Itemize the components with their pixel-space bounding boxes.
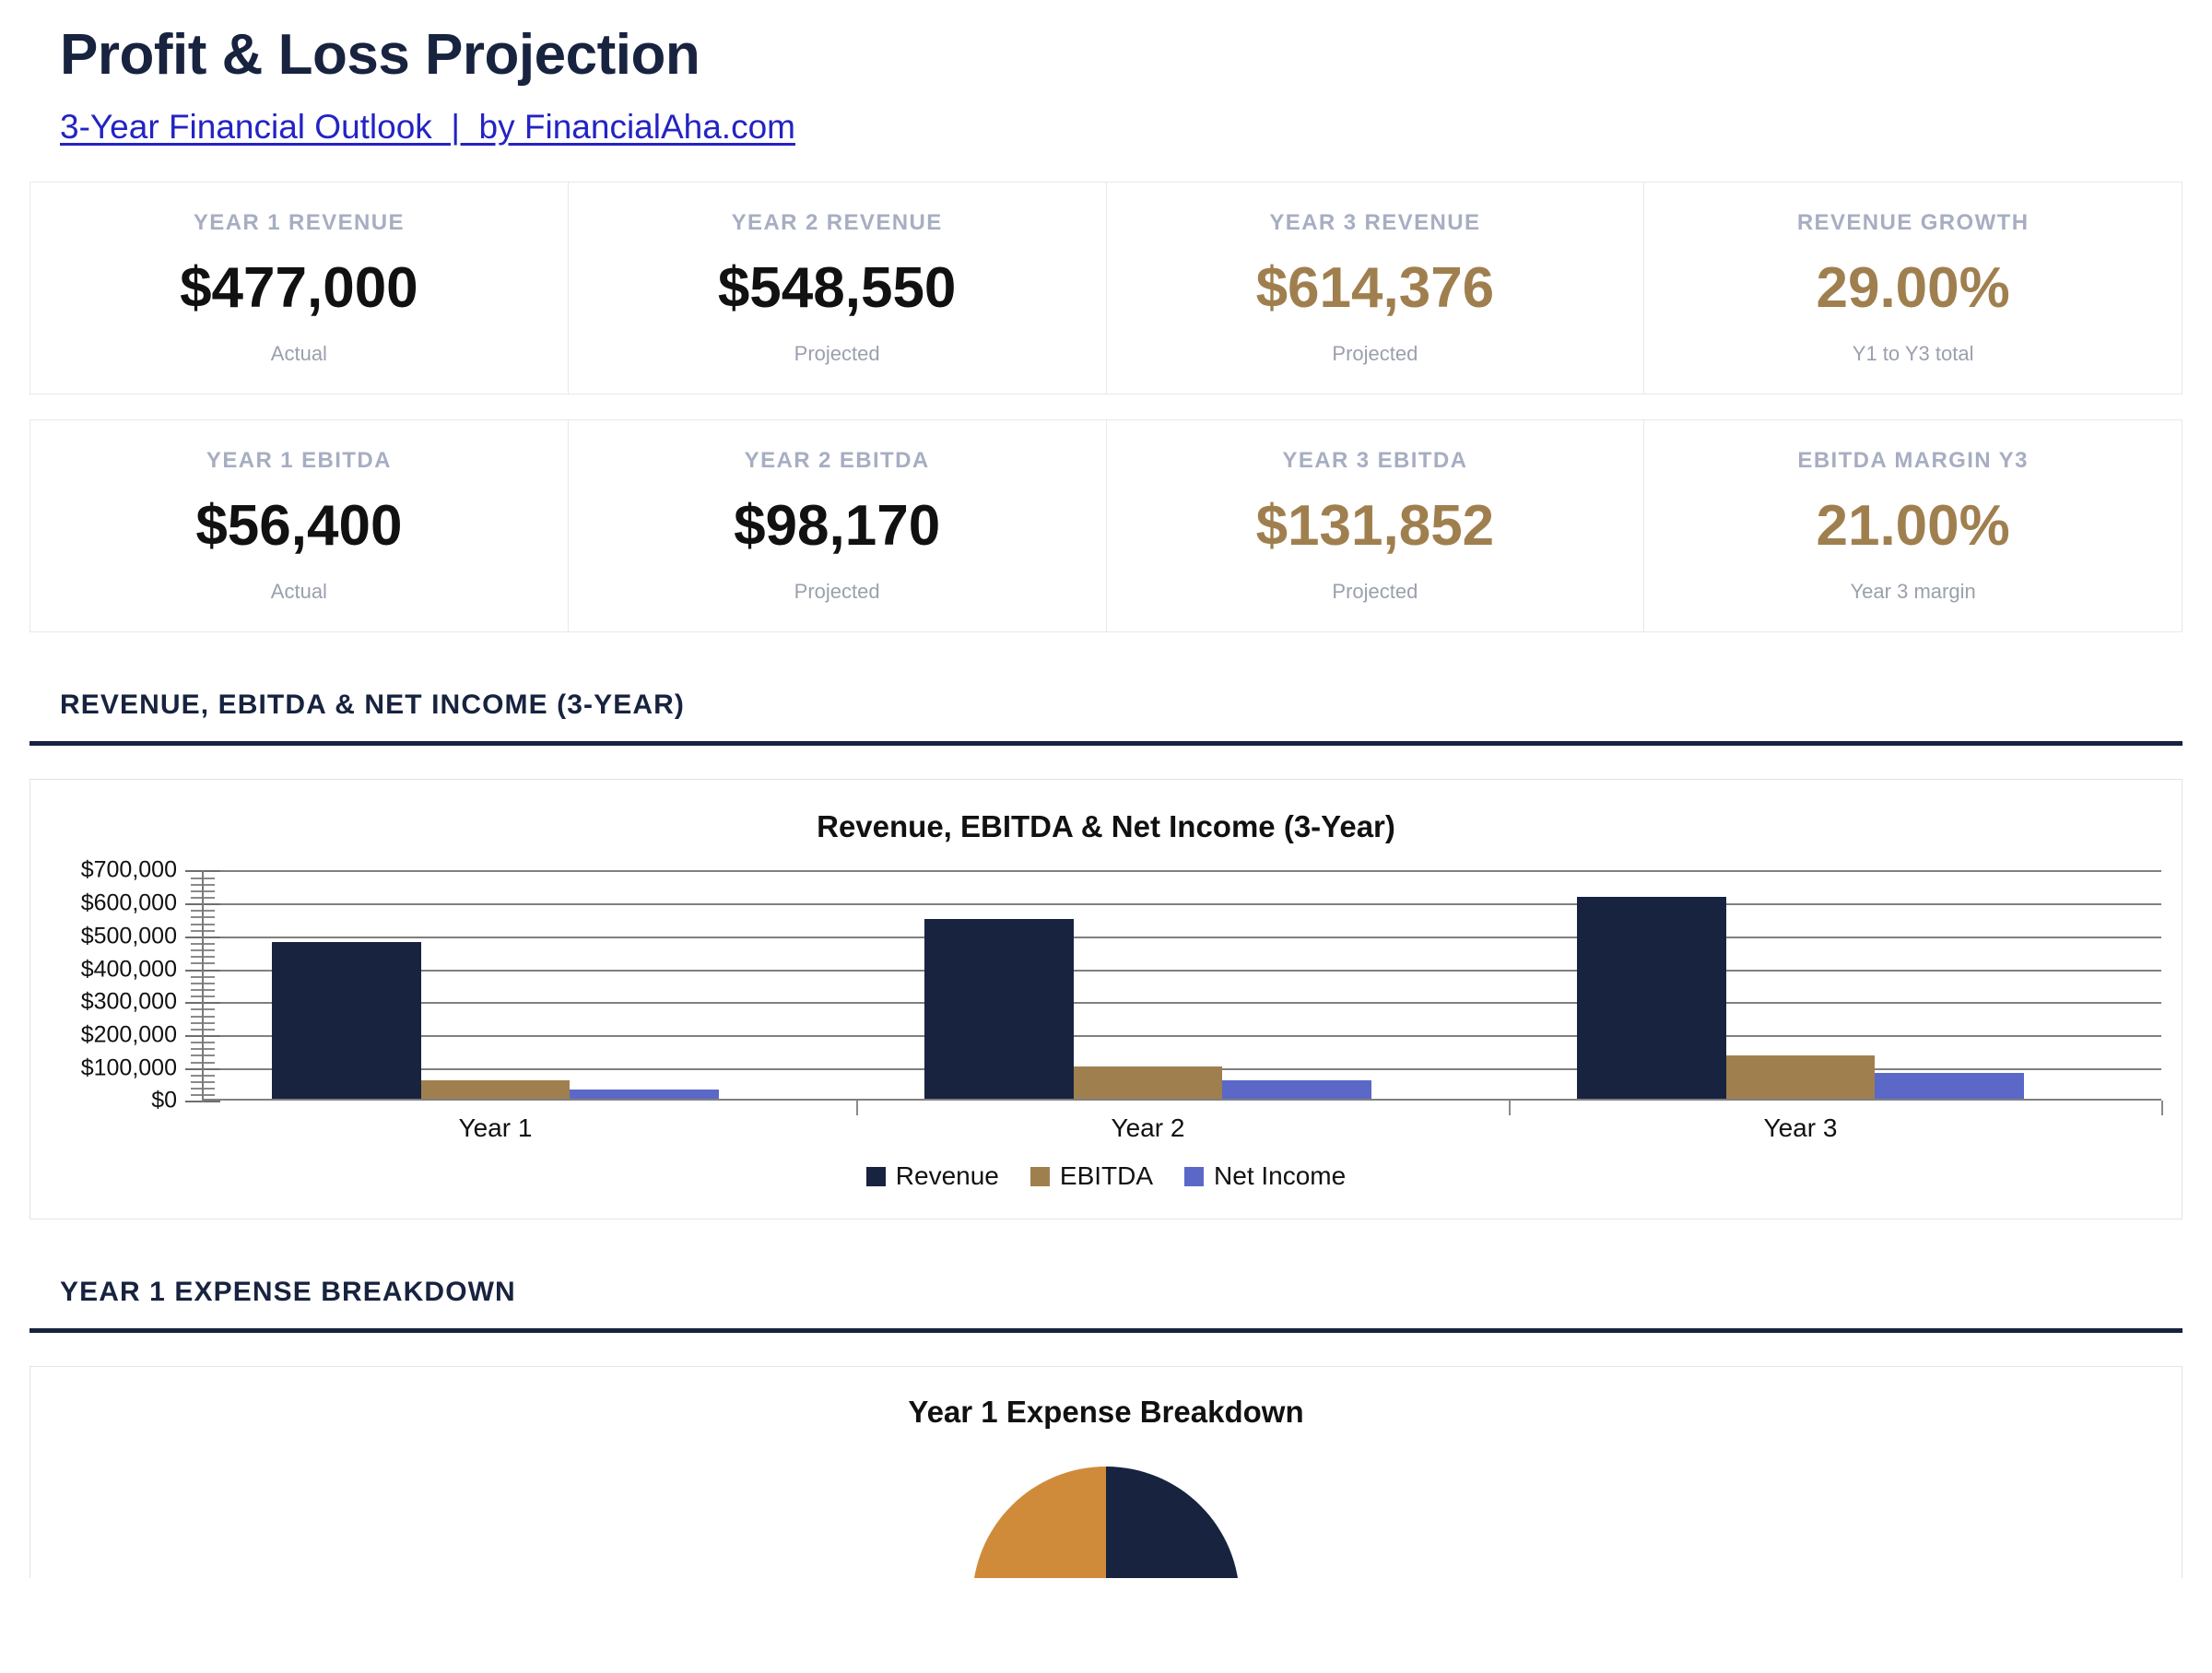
legend-swatch-icon — [1030, 1166, 1050, 1186]
section-divider — [29, 741, 2183, 747]
kpi-sublabel: Projected — [794, 342, 880, 366]
x-axis-separator-tick — [1508, 1101, 1511, 1116]
bar-revenue-year-2[interactable] — [924, 918, 1074, 1100]
gridline — [202, 969, 2161, 972]
plot-area — [185, 870, 2163, 1116]
bars-layer — [204, 870, 2161, 1101]
legend-label: Net Income — [1214, 1161, 1347, 1191]
kpi-sublabel: Actual — [270, 342, 327, 366]
kpi-label: YEAR 3 REVENUE — [1269, 210, 1481, 236]
section-title: REVENUE, EBITDA & NET INCOME (3-YEAR) — [60, 689, 685, 721]
kpi-value: $56,400 — [195, 494, 403, 559]
y-axis-tick-label: $700,000 — [80, 856, 177, 883]
legend-item-net-income[interactable]: Net Income — [1184, 1161, 1346, 1191]
legend-item-ebitda[interactable]: EBITDA — [1030, 1161, 1153, 1191]
chart-legend: Revenue EBITDA Net Income — [30, 1152, 2182, 1219]
section-header-pie-chart: YEAR 1 EXPENSE BREAKDOWN — [29, 1277, 2183, 1334]
pie-chart-panel[interactable]: Year 1 Expense Breakdown — [29, 1366, 2183, 1579]
bar-net-income-year-3[interactable] — [1875, 1072, 2024, 1100]
subtitle-link[interactable]: 3-Year Financial Outlook | by FinancialA… — [60, 108, 795, 147]
pie-clip-container — [30, 1467, 2182, 1579]
x-axis-labels: Year 1 Year 2 Year 3 — [204, 1101, 2161, 1152]
kpi-card-ebitda-margin-y3[interactable]: EBITDA MARGIN Y3 21.00% Year 3 margin — [1644, 420, 2182, 631]
legend-item-revenue[interactable]: Revenue — [865, 1161, 999, 1191]
kpi-card-year2-ebitda[interactable]: YEAR 2 EBITDA $98,170 Projected — [569, 420, 1107, 632]
bar-ebitda-year-1[interactable] — [420, 1080, 571, 1100]
legend-label: EBITDA — [1059, 1161, 1154, 1191]
kpi-sublabel: Projected — [1332, 580, 1418, 604]
subtitle-container: 3-Year Financial Outlook | by FinancialA… — [29, 88, 2183, 147]
kpi-sublabel: Year 3 margin — [1850, 580, 1976, 604]
kpi-card-year3-revenue[interactable]: YEAR 3 REVENUE $614,376 Projected — [1107, 183, 1645, 395]
kpi-card-year2-revenue[interactable]: YEAR 2 REVENUE $548,550 Projected — [569, 183, 1107, 395]
bar-revenue-year-3[interactable] — [1577, 897, 1726, 1100]
kpi-label: EBITDA MARGIN Y3 — [1797, 448, 2029, 474]
x-axis-label: Year 1 — [458, 1113, 533, 1143]
y-axis-tick-label: $600,000 — [80, 890, 177, 916]
kpi-value: $614,376 — [1255, 256, 1495, 321]
y-axis-line — [202, 870, 204, 1103]
kpi-value: $131,852 — [1255, 494, 1495, 559]
section-header-bar-chart: REVENUE, EBITDA & NET INCOME (3-YEAR) — [29, 689, 2183, 747]
kpi-sublabel: Actual — [270, 580, 327, 604]
kpi-label: YEAR 1 EBITDA — [206, 448, 392, 474]
kpi-label: YEAR 3 EBITDA — [1282, 448, 1468, 474]
kpi-label: YEAR 2 EBITDA — [744, 448, 930, 474]
kpi-label: YEAR 1 REVENUE — [193, 210, 405, 236]
legend-label: Revenue — [895, 1161, 999, 1191]
kpi-card-year1-revenue[interactable]: YEAR 1 REVENUE $477,000 Actual — [30, 183, 569, 395]
kpi-card-year1-ebitda[interactable]: YEAR 1 EBITDA $56,400 Actual — [30, 420, 569, 632]
kpi-value: $477,000 — [180, 256, 418, 321]
kpi-value: 21.00% — [1816, 494, 2010, 559]
pie-chart-graphic — [972, 1467, 1240, 1579]
y-axis-tick-label: $100,000 — [80, 1054, 177, 1081]
kpi-row-ebitda: YEAR 1 EBITDA $56,400 Actual YEAR 2 EBIT… — [29, 419, 2183, 633]
x-axis-separator-tick — [855, 1101, 858, 1116]
bar-revenue-year-1[interactable] — [272, 942, 421, 1100]
section-divider — [29, 1328, 2183, 1334]
gridline — [202, 903, 2161, 906]
y-axis-tick-label: $500,000 — [80, 923, 177, 949]
y-axis-tick-label: $200,000 — [80, 1021, 177, 1048]
kpi-sublabel: Projected — [1332, 342, 1418, 366]
x-axis-label: Year 2 — [1111, 1113, 1185, 1143]
y-axis-tick-label: $0 — [151, 1087, 177, 1113]
kpi-row-revenue: YEAR 1 REVENUE $477,000 Actual YEAR 2 RE… — [29, 182, 2183, 395]
kpi-card-revenue-growth[interactable]: REVENUE GROWTH 29.00% Y1 to Y3 total — [1644, 183, 2182, 394]
bar-ebitda-year-3[interactable] — [1725, 1055, 1876, 1100]
kpi-value: 29.00% — [1816, 256, 2010, 321]
gridline — [202, 870, 2161, 873]
y-axis-tick-label: $300,000 — [80, 988, 177, 1015]
y-axis-labels: $700,000 $600,000 $500,000 $400,000 $300,000… — [30, 857, 182, 1113]
pie-chart-title: Year 1 Expense Breakdown — [908, 1395, 1304, 1430]
gridline — [202, 1035, 2161, 1038]
bar-net-income-year-1[interactable] — [570, 1090, 719, 1100]
bar-chart-panel[interactable]: Revenue, EBITDA & Net Income (3-Year) $7… — [29, 779, 2183, 1220]
bar-chart-plot: $700,000 $600,000 $500,000 $400,000 $300,000… — [30, 857, 2182, 1116]
bar-chart-title: Revenue, EBITDA & Net Income (3-Year) — [817, 809, 1395, 844]
kpi-label: YEAR 2 REVENUE — [731, 210, 943, 236]
bar-ebitda-year-2[interactable] — [1073, 1066, 1223, 1100]
x-axis-separator-tick — [2161, 1101, 2163, 1116]
legend-swatch-icon — [1184, 1166, 1205, 1186]
kpi-value: $98,170 — [734, 494, 941, 559]
page-title: Profit & Loss Projection — [60, 23, 700, 87]
kpi-label: REVENUE GROWTH — [1796, 210, 2030, 236]
bar-net-income-year-2[interactable] — [1222, 1079, 1371, 1100]
kpi-sublabel: Projected — [794, 580, 880, 604]
x-axis-line — [202, 1099, 2161, 1102]
section-title: YEAR 1 EXPENSE BREAKDOWN — [60, 1277, 516, 1308]
kpi-card-year3-ebitda[interactable]: YEAR 3 EBITDA $131,852 Projected — [1107, 420, 1645, 632]
x-axis-label: Year 3 — [1763, 1113, 1838, 1143]
y-axis-tick-label: $400,000 — [80, 956, 177, 983]
gridline — [202, 1002, 2161, 1005]
legend-swatch-icon — [865, 1166, 886, 1186]
gridline — [202, 936, 2161, 938]
kpi-sublabel: Y1 to Y3 total — [1852, 342, 1974, 366]
kpi-value: $548,550 — [717, 256, 957, 321]
